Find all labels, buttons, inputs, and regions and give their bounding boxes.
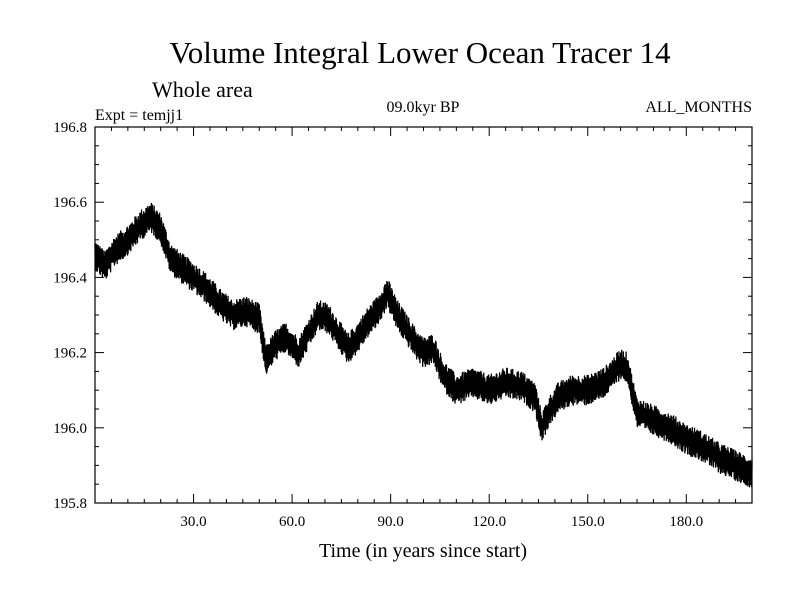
y-axis: 195.8 196.0 196.2 196.4 196.6 196.8: [53, 120, 752, 512]
series-line: [94, 202, 753, 488]
y-tick-label: 196.4: [53, 270, 87, 286]
period-label: 09.0kyr BP: [387, 99, 460, 116]
y-tick-label: 196.0: [53, 421, 87, 437]
chart-title: Volume Integral Lower Ocean Tracer 14: [169, 35, 671, 70]
x-axis-label: Time (in years since start): [319, 540, 527, 562]
data-series-group: [94, 202, 753, 488]
y-tick-label: 196.6: [53, 195, 87, 211]
y-tick-label: 196.8: [53, 120, 87, 136]
y-tick-label: 195.8: [53, 496, 87, 512]
experiment-label: Expt = temjj1: [95, 107, 183, 124]
x-tick-label: 90.0: [378, 514, 404, 530]
x-tick-label: 180.0: [669, 514, 703, 530]
months-label: ALL_MONTHS: [645, 99, 752, 116]
x-tick-label: 60.0: [279, 514, 305, 530]
x-tick-label: 120.0: [472, 514, 506, 530]
y-tick-label: 196.2: [53, 346, 87, 362]
x-axis: 30.0 60.0 90.0 120.0 150.0 180.0: [110, 127, 737, 530]
x-tick-label: 30.0: [180, 514, 206, 530]
chart-subtitle: Whole area: [152, 77, 253, 102]
x-tick-label: 150.0: [571, 514, 605, 530]
plot-frame: [94, 126, 753, 504]
